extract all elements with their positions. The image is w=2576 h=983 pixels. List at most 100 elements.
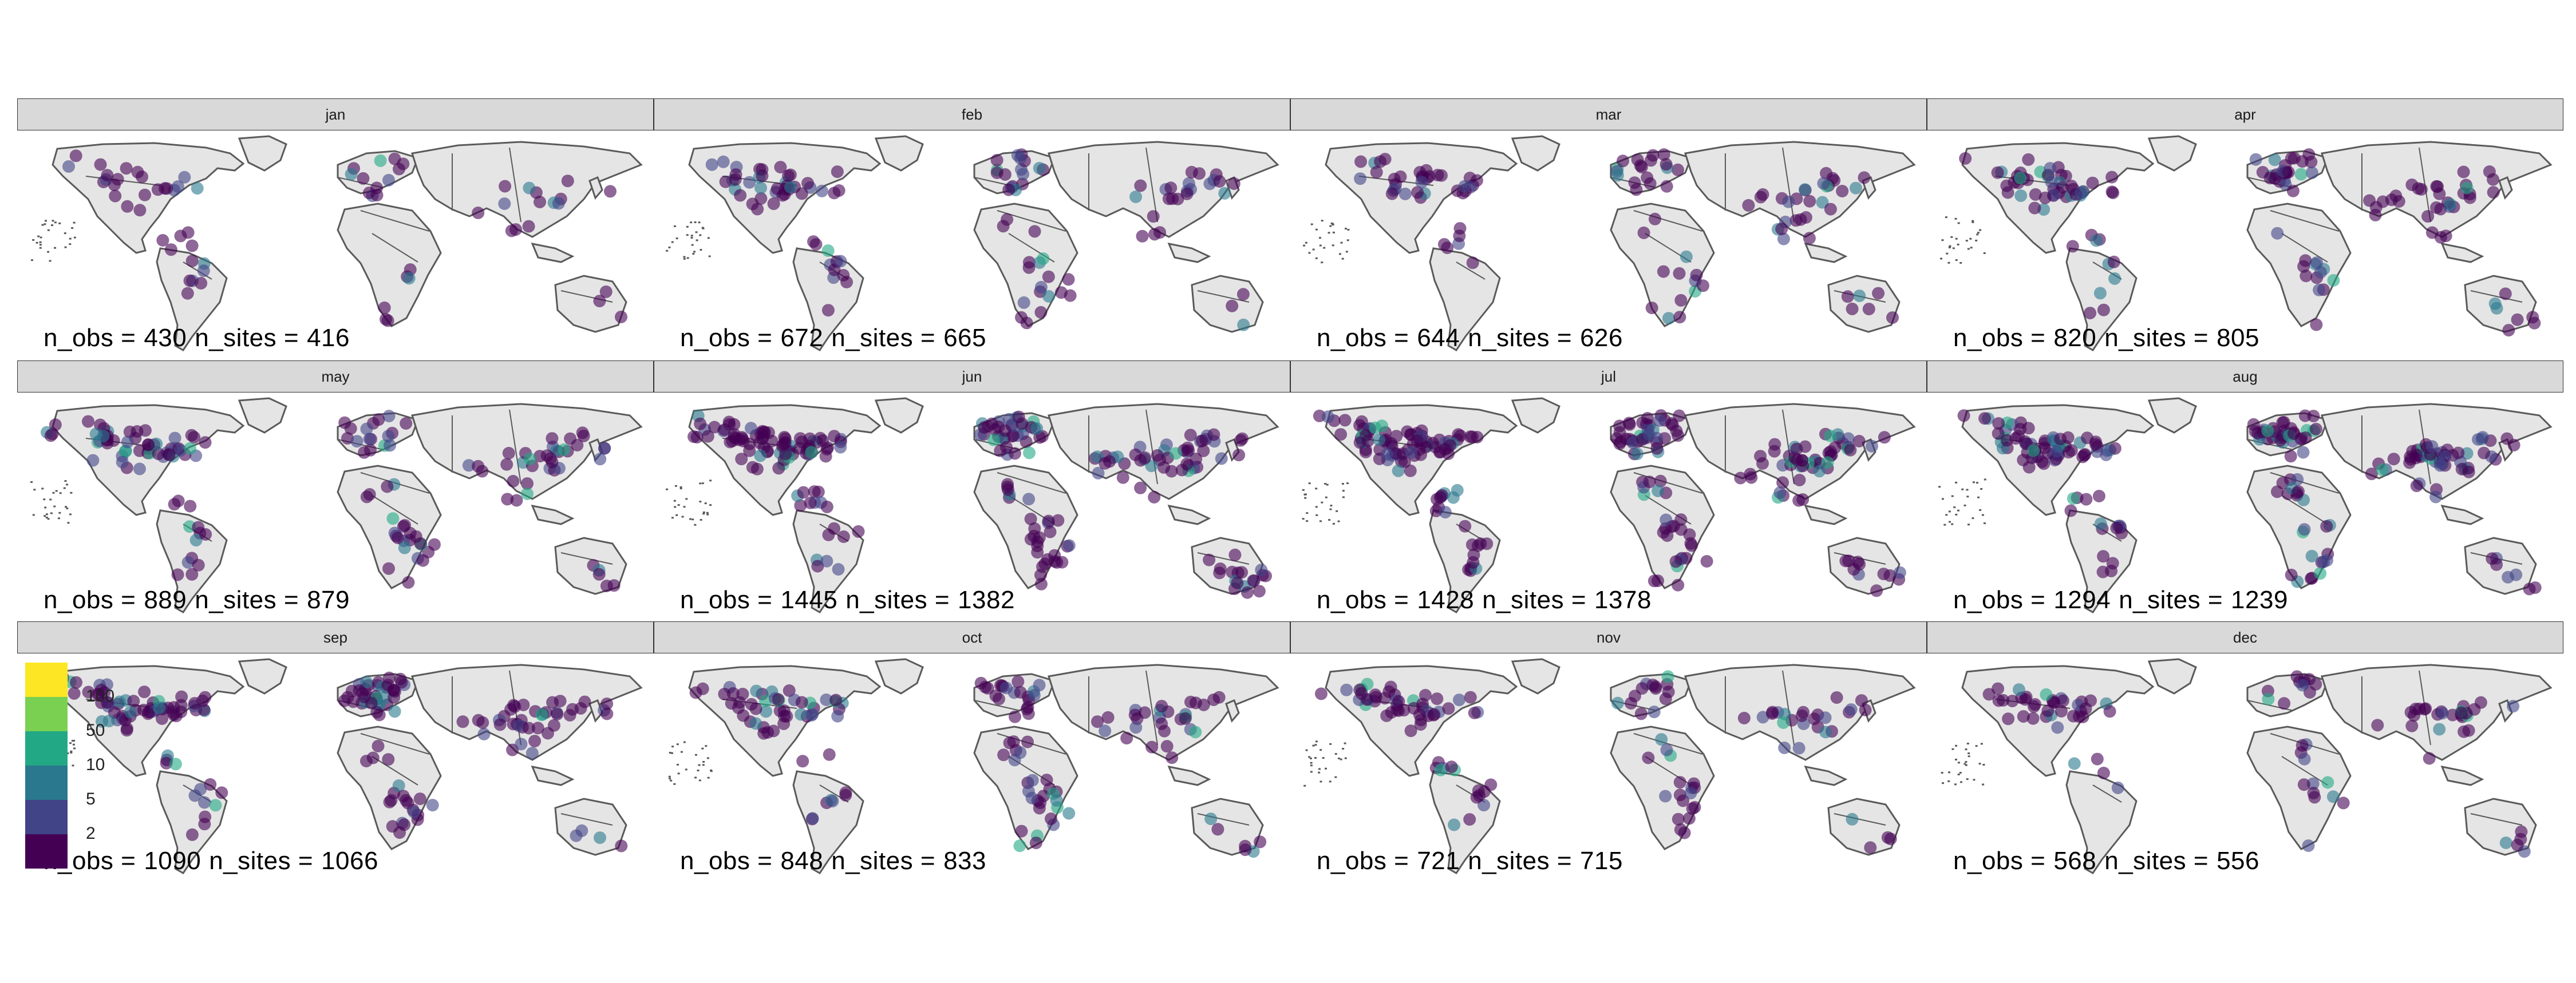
site-point: [1678, 826, 1691, 839]
obs-label: n_obs =: [680, 324, 773, 352]
site-point: [1661, 670, 1674, 683]
site-point: [808, 485, 821, 498]
island-mark: [1318, 768, 1321, 770]
site-point: [510, 494, 523, 507]
site-point: [44, 429, 57, 442]
site-point: [181, 226, 195, 239]
land-shape: [874, 135, 924, 172]
site-point: [1613, 426, 1626, 439]
island-mark: [1948, 771, 1951, 774]
site-point: [1237, 318, 1250, 331]
island-mark: [1344, 757, 1347, 759]
site-point: [1463, 813, 1476, 826]
site-point: [1164, 181, 1178, 195]
land-shape: [531, 765, 575, 786]
site-point: [2298, 752, 2311, 766]
site-point: [1148, 490, 1161, 504]
site-point: [2371, 719, 2384, 732]
site-point: [1405, 446, 1418, 459]
island-mark: [73, 236, 76, 239]
site-point: [2000, 179, 2013, 192]
island-mark: [1957, 774, 1960, 776]
country-border: [974, 700, 1021, 711]
island-mark: [1977, 232, 1980, 234]
obs-sites-annotation: n_obs = 644 n_sites = 626: [1317, 324, 1631, 352]
site-point: [831, 709, 844, 723]
site-point: [828, 522, 840, 535]
site-point: [1842, 432, 1855, 445]
site-point: [1850, 181, 1862, 195]
island-mark: [1305, 749, 1308, 751]
land-shape: [1961, 665, 2155, 777]
land-shape: [1167, 504, 1211, 525]
site-point: [1836, 185, 1849, 197]
site-point: [2429, 490, 2443, 504]
site-point: [600, 707, 614, 720]
site-point: [2286, 184, 2300, 197]
site-point: [2054, 433, 2067, 446]
country-border: [560, 552, 613, 565]
site-point: [736, 688, 749, 700]
site-point: [1641, 171, 1654, 184]
site-point: [1858, 171, 1871, 184]
site-point: [1373, 433, 1385, 446]
site-point: [1031, 546, 1044, 559]
site-point: [372, 413, 385, 426]
site-point: [2296, 155, 2309, 168]
site-point: [1626, 436, 1639, 449]
site-point: [1214, 562, 1227, 575]
site-point: [2055, 705, 2068, 718]
island-mark: [1955, 744, 1958, 747]
site-point: [409, 530, 422, 543]
land-shape: [2498, 176, 2513, 200]
island-mark: [694, 754, 697, 756]
world-map: [1927, 393, 2563, 619]
legend-swatch-6: [25, 834, 68, 869]
island-mark: [669, 778, 671, 780]
island-mark: [67, 522, 70, 524]
sites-label: n_sites =: [1482, 586, 1587, 614]
island-mark: [668, 246, 671, 248]
island-mark: [70, 751, 73, 754]
site-point: [1226, 299, 1239, 312]
site-point: [615, 310, 627, 323]
island-mark: [702, 764, 705, 766]
site-point: [708, 421, 721, 434]
site-point: [804, 496, 817, 509]
site-point: [1042, 514, 1055, 528]
site-point: [743, 444, 756, 457]
island-mark: [1980, 743, 1983, 745]
facet-strip-label: feb: [654, 98, 1290, 130]
island-mark: [1961, 488, 1964, 490]
site-point: [1227, 177, 1240, 190]
island-mark: [1955, 513, 1958, 516]
site-point: [1819, 726, 1832, 739]
island-mark: [1966, 743, 1969, 745]
site-point: [551, 708, 564, 721]
island-mark: [1941, 239, 1944, 241]
island-mark: [1336, 510, 1338, 512]
site-point: [2041, 704, 2055, 718]
site-point: [462, 459, 475, 472]
island-mark: [1324, 483, 1327, 485]
island-mark: [683, 256, 686, 258]
site-point: [821, 244, 835, 257]
site-point: [209, 799, 222, 812]
site-point: [1184, 429, 1197, 442]
site-point: [2287, 427, 2301, 441]
land-shape: [2440, 242, 2484, 263]
site-point: [1062, 539, 1076, 552]
island-mark: [71, 740, 74, 742]
island-mark: [1963, 504, 1966, 506]
site-point: [1064, 289, 1077, 302]
site-point: [1855, 694, 1868, 707]
site-point: [397, 790, 410, 803]
site-point: [2037, 457, 2050, 470]
island-mark: [677, 504, 680, 506]
site-point: [717, 155, 730, 168]
site-point: [753, 436, 766, 449]
site-point: [1014, 686, 1027, 699]
sites-value: 556: [2217, 847, 2259, 875]
island-mark: [70, 492, 73, 494]
site-point: [1448, 818, 1461, 831]
